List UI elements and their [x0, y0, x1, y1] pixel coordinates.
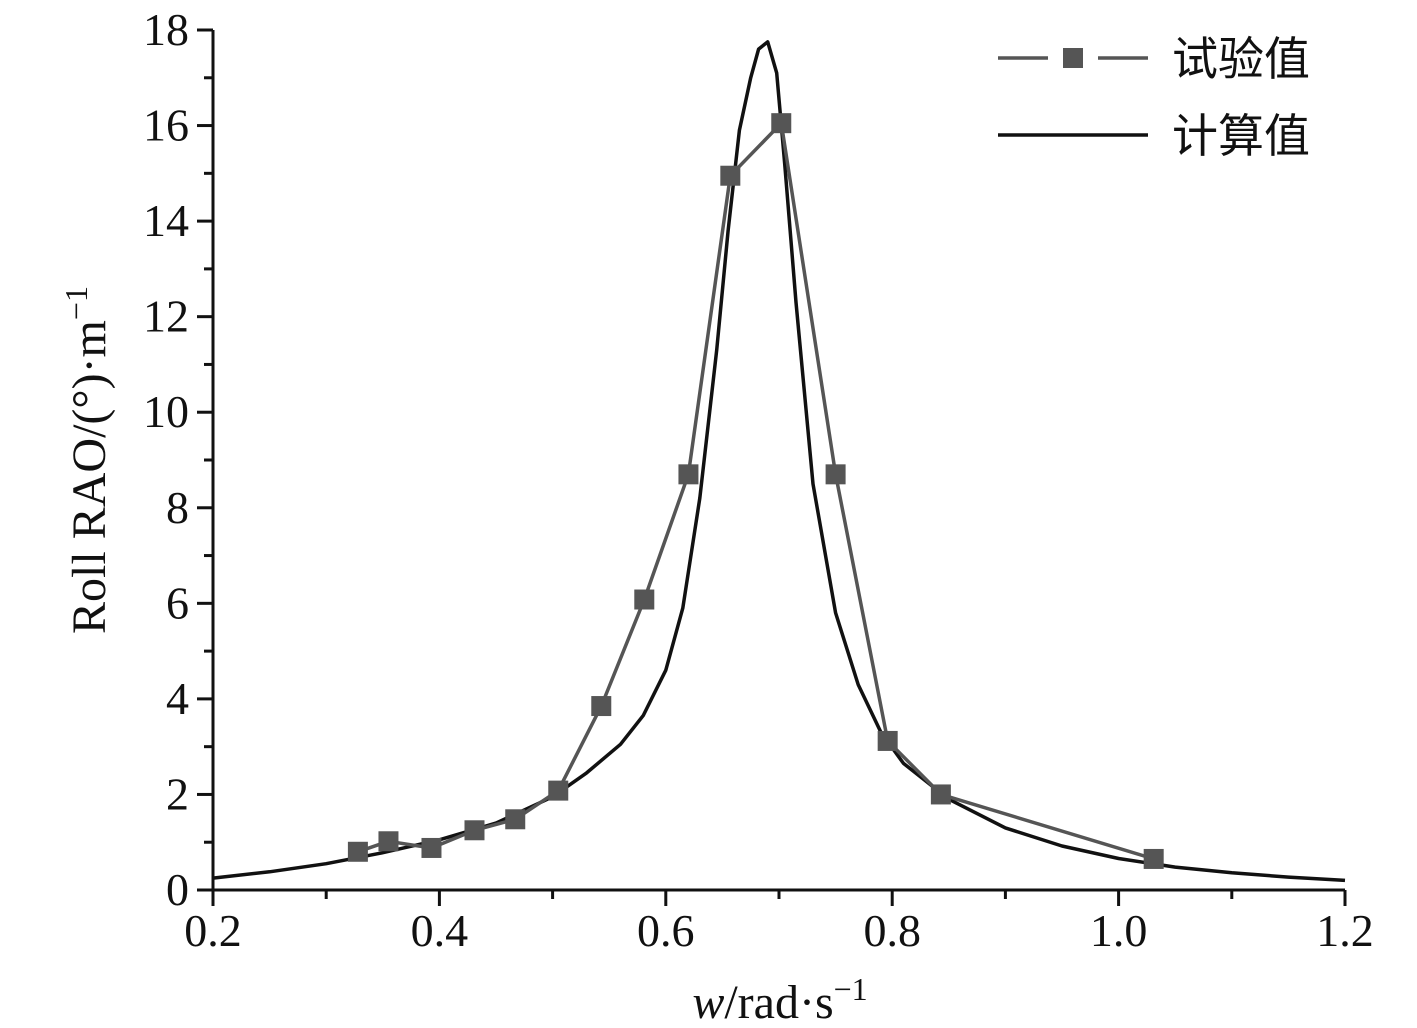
y-tick-label: 10 [143, 386, 189, 437]
x-tick-label: 1.2 [1316, 905, 1374, 956]
experimental-data-point [464, 820, 485, 841]
experimental-data-point [678, 464, 699, 485]
x-tick-label: 0.2 [184, 905, 242, 956]
x-axis-title: w/rad·s−1 [692, 971, 867, 1028]
y-tick-label: 0 [166, 864, 189, 915]
experimental-data-point [347, 841, 368, 862]
experimental-data-point [548, 780, 569, 801]
y-tick-label: 16 [143, 100, 189, 151]
experimental-data-point [825, 464, 846, 485]
y-tick-label: 4 [166, 673, 189, 724]
legend-experimental-label: 试验值 [1172, 32, 1310, 86]
experimental-data-point [378, 831, 399, 852]
series-layer [212, 40, 1346, 883]
y-tick-label: 14 [143, 195, 189, 246]
y-axis-title: Roll RAO/(°)·m−1 [58, 286, 116, 634]
legend-experimental-marker [1063, 48, 1083, 68]
y-tick-label: 18 [143, 4, 189, 55]
x-tick-label: 0.8 [863, 905, 921, 956]
experimental-data-point [930, 784, 951, 805]
axes: 0.2 0.4 0.6 0.8 1.0 1.2 0 2 4 6 8 10 12 14 16 18 [143, 4, 1374, 956]
x-axis-title-variable: w [692, 976, 724, 1028]
experimental-data-point [505, 809, 526, 830]
experimental-data-point [771, 113, 792, 134]
x-tick-label: 1.0 [1090, 905, 1148, 956]
y-tick-label: 2 [166, 768, 189, 819]
x-tick-label: 0.6 [637, 905, 695, 956]
experimental-data-point [421, 837, 442, 858]
experimental-data-point [591, 696, 612, 717]
y-tick-label: 6 [166, 577, 189, 628]
y-axis-title-exponent: −1 [58, 286, 94, 320]
experimental-data-point [720, 165, 741, 186]
calculated-series-line [212, 40, 1346, 883]
y-tick-label: 8 [166, 482, 189, 533]
experimental-series-line [357, 121, 1155, 861]
experimental-data-point [1143, 848, 1164, 869]
experimental-data-point [634, 589, 655, 610]
experimental-data-point [877, 730, 898, 751]
x-axis-title-exponent: −1 [834, 971, 868, 1007]
y-tick-label: 12 [143, 291, 189, 342]
legend-calculated-label: 计算值 [1172, 109, 1310, 163]
x-tick-label: 0.4 [411, 905, 469, 956]
